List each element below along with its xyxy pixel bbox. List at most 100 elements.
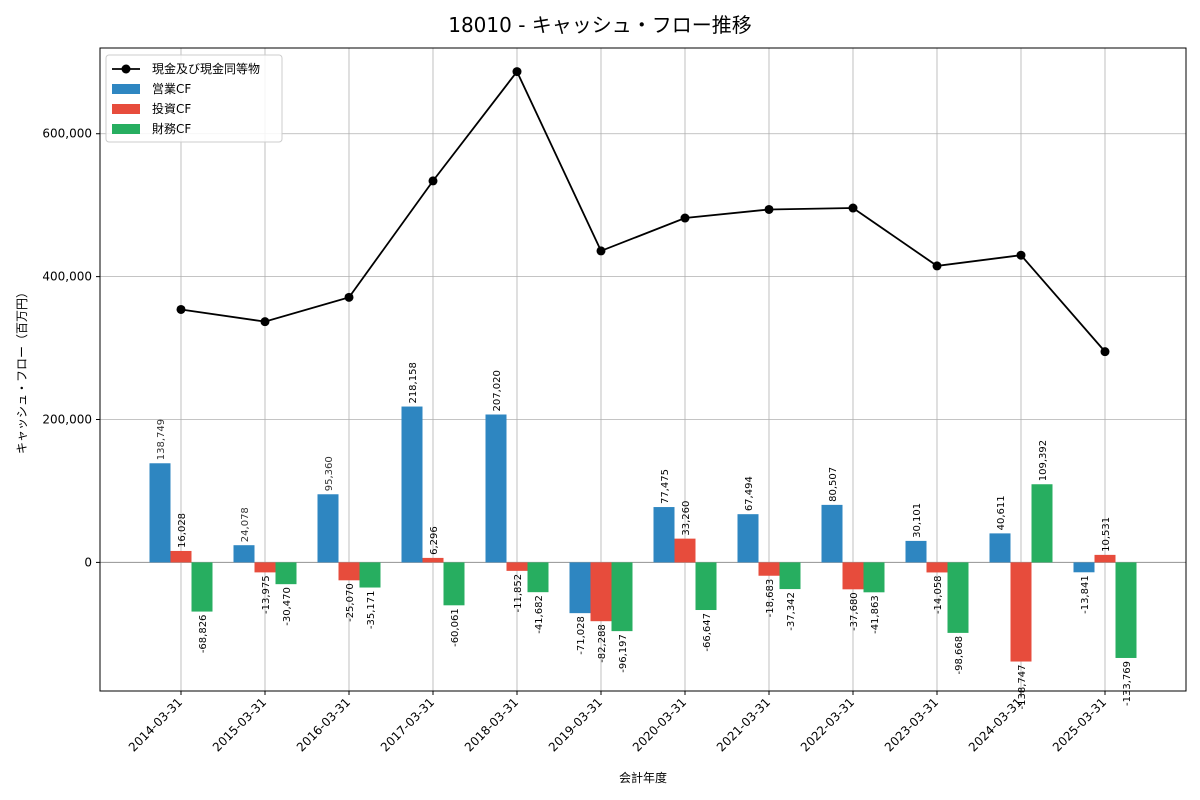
cash-point: [1100, 347, 1110, 357]
cash-point: [260, 317, 270, 327]
bar-value-label: -66,647: [702, 613, 713, 652]
x-tick-label: 2023-03-31: [882, 695, 941, 754]
bar-value-label: 33,260: [681, 501, 692, 536]
bar: [590, 562, 612, 622]
bar-value-label: 218,158: [408, 362, 419, 403]
x-tick-label: 2014-03-31: [126, 695, 185, 754]
bar-value-label: -18,683: [765, 579, 776, 618]
axes-layer: 0 200,000 400,000 600,000 2014-03-31 2015-03-…: [42, 127, 1109, 755]
bar: [1073, 562, 1095, 573]
line-layer: [176, 67, 1110, 357]
y-tick-label: 600,000: [42, 127, 92, 141]
bar-value-label: 77,475: [660, 469, 671, 504]
bar: [674, 538, 696, 563]
cash-point: [512, 67, 522, 77]
bar: [653, 507, 675, 563]
x-tick-label: 2018-03-31: [462, 695, 521, 754]
bar-value-label: 138,749: [156, 419, 167, 460]
bar: [947, 562, 969, 633]
bar-value-label: -37,342: [786, 592, 797, 631]
bar: [233, 545, 255, 563]
bar: [863, 562, 885, 593]
bar: [275, 562, 297, 585]
bar-value-label: -35,171: [366, 591, 377, 630]
bar-value-label: 95,360: [324, 456, 335, 491]
bar-value-label: -98,668: [954, 636, 965, 675]
bar: [1115, 562, 1137, 658]
legend-label: 財務CF: [152, 121, 191, 136]
bar: [842, 562, 864, 590]
bar: [737, 514, 759, 563]
bar: [359, 562, 381, 588]
bar-value-label: -71,028: [576, 616, 587, 655]
bar: [170, 550, 192, 563]
y-axis-label: キャッシュ・フロー（百万円）: [15, 286, 29, 454]
bar-value-label: -60,061: [450, 608, 461, 647]
bar-value-label: 80,507: [828, 467, 839, 502]
bar: [191, 562, 213, 612]
cash-point: [344, 292, 354, 302]
bar-value-label: 24,078: [240, 507, 251, 542]
bar: [1094, 554, 1116, 563]
x-tick-label: 2022-03-31: [798, 695, 857, 754]
bar: [338, 562, 360, 581]
x-tick-label: 2017-03-31: [378, 695, 437, 754]
legend-marker: [121, 64, 131, 74]
y-tick-label: 400,000: [42, 270, 92, 284]
legend-label: 営業CF: [152, 82, 191, 96]
legend-box: [105, 54, 283, 143]
bar: [527, 562, 549, 593]
bar-value-label: -138,747: [1017, 665, 1028, 710]
bar: [1031, 484, 1053, 563]
bar-value-label: 109,392: [1038, 440, 1049, 481]
bar: [905, 540, 927, 563]
bar-value-label: -133,769: [1122, 661, 1133, 706]
legend-bar-swatch: [112, 124, 140, 134]
x-tick-label: 2019-03-31: [546, 695, 605, 754]
bar: [149, 463, 171, 563]
bar-value-label: -41,682: [534, 595, 545, 634]
cash-point: [932, 261, 942, 271]
bar: [926, 562, 948, 573]
bar-value-label: -30,470: [282, 587, 293, 626]
legend-label: 現金及び現金同等物: [152, 61, 260, 76]
cash-point: [596, 246, 606, 256]
bar-labels-layer: 138,749 24,078 95,360 218,158 207,020 -71,028…: [156, 362, 1133, 709]
bar-value-label: -68,826: [198, 615, 209, 654]
cash-point: [680, 213, 690, 223]
cash-point: [1016, 250, 1026, 260]
bar-value-label: -11,852: [513, 574, 524, 613]
bar-value-label: -41,863: [870, 595, 881, 634]
bar: [611, 562, 633, 632]
bar-value-label: -96,197: [618, 634, 629, 673]
bar-value-label: 10,531: [1101, 517, 1112, 552]
bar: [758, 562, 780, 576]
x-axis-label: 会計年度: [619, 770, 667, 785]
bar: [443, 562, 465, 606]
bar-value-label: -14,058: [933, 575, 944, 614]
bar: [254, 562, 276, 573]
bar: [506, 562, 528, 571]
bar: [317, 494, 339, 563]
bar: [821, 504, 843, 563]
bar-value-label: 67,494: [744, 476, 755, 511]
bar: [569, 562, 591, 614]
bar: [779, 562, 801, 590]
x-tick-label: 2021-03-31: [714, 695, 773, 754]
legend-bar-swatch: [112, 104, 140, 114]
bar: [485, 414, 507, 563]
x-tick-label: 2020-03-31: [630, 695, 689, 754]
x-tick-label: 2025-03-31: [1050, 695, 1109, 754]
bar-value-label: -82,288: [597, 624, 608, 663]
bar: [422, 557, 444, 563]
bar: [695, 562, 717, 611]
bar-value-label: -13,841: [1080, 575, 1091, 614]
bar-value-label: 6,296: [429, 526, 440, 555]
legend-bar-swatch: [112, 84, 140, 94]
x-tick-label: 2016-03-31: [294, 695, 353, 754]
bar-value-label: 16,028: [177, 513, 188, 548]
y-tick-label: 0: [84, 555, 92, 569]
x-tick-label: 2024-03-31: [966, 695, 1025, 754]
